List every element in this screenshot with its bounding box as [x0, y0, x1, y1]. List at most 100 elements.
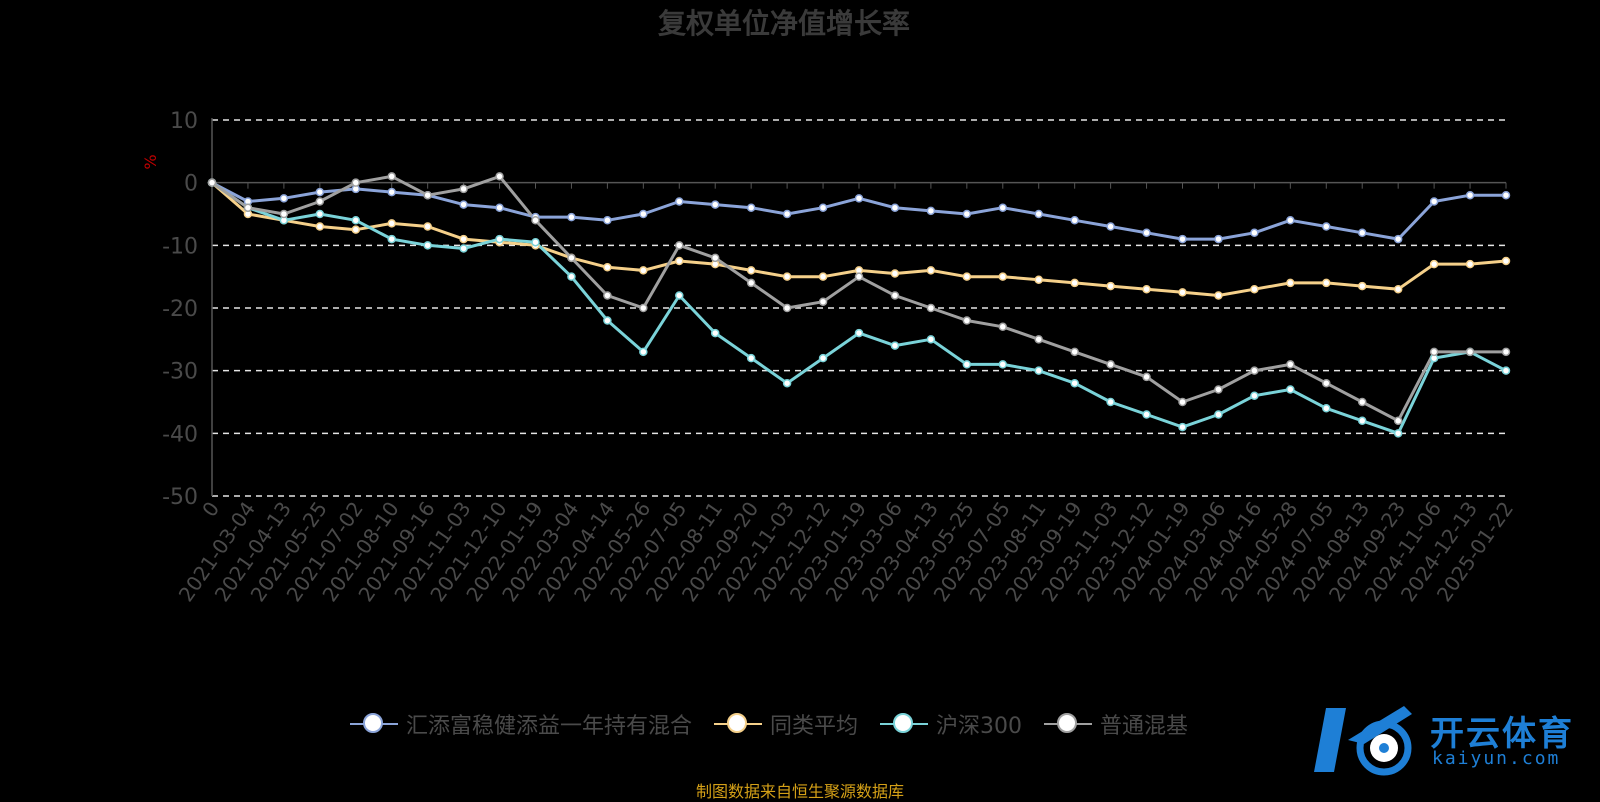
data-point	[459, 244, 468, 253]
legend-label: 普通混基	[1100, 714, 1189, 739]
data-point	[1034, 209, 1043, 219]
data-point	[746, 203, 756, 212]
grid-lines	[212, 119, 1506, 497]
y-tick-label: -50	[162, 485, 198, 510]
legend-item[interactable]: 普通混基	[1044, 708, 1188, 740]
data-point	[890, 341, 900, 350]
data-point	[746, 278, 756, 288]
data-point	[567, 253, 576, 263]
data-point	[1322, 404, 1331, 413]
legend-item[interactable]: 同类平均	[714, 708, 858, 740]
y-tick-label: 0	[184, 172, 198, 197]
data-point	[1501, 366, 1511, 375]
legend-label: 汇添富稳健添益一年持有混合	[406, 714, 693, 739]
data-point	[1070, 378, 1079, 388]
data-point	[710, 200, 720, 209]
data-point	[962, 209, 972, 219]
data-point	[962, 272, 972, 281]
data-point	[387, 219, 396, 228]
data-point	[1142, 410, 1151, 419]
data-point	[495, 234, 504, 244]
data-point	[603, 291, 612, 300]
y-axis-ticks: 10 0 -10 -20 -30 -40 -50	[162, 109, 198, 510]
data-point	[351, 178, 361, 187]
data-point	[710, 253, 720, 263]
data-point	[567, 212, 576, 222]
data-point	[1250, 366, 1259, 375]
data-point	[423, 222, 432, 231]
data-point	[1357, 416, 1367, 426]
data-point	[1250, 284, 1259, 294]
data-point	[567, 272, 576, 281]
legend-marker	[727, 713, 748, 733]
data-point	[315, 209, 325, 219]
data-point	[1465, 347, 1475, 357]
data-point	[1429, 347, 1439, 357]
data-point	[1357, 281, 1367, 291]
data-point	[459, 234, 468, 244]
data-point	[926, 303, 936, 313]
data-point	[1322, 378, 1331, 388]
data-point	[1501, 256, 1511, 266]
legend-label: 同类平均	[770, 714, 859, 739]
data-point	[1393, 234, 1403, 244]
source-note: 制图数据来自恒生聚源数据库	[695, 782, 904, 801]
data-point	[1501, 347, 1511, 357]
data-point	[459, 200, 468, 209]
legend-marker	[893, 713, 914, 733]
data-point	[1429, 197, 1439, 206]
data-point	[1034, 275, 1043, 285]
data-point	[890, 269, 900, 278]
legend-swatch	[1044, 712, 1093, 736]
data-point	[782, 209, 792, 219]
data-point	[459, 184, 468, 194]
data-point	[1322, 278, 1331, 288]
chart-title: 复权单位净值增长率	[658, 7, 910, 40]
x-tick-label: 0	[197, 497, 224, 521]
data-point	[351, 216, 361, 225]
data-point	[639, 347, 648, 357]
data-point	[782, 272, 792, 281]
data-point	[675, 241, 684, 250]
data-point	[315, 222, 325, 231]
data-point	[1465, 259, 1475, 269]
series-lines	[211, 174, 1507, 435]
data-point	[1393, 284, 1403, 294]
legend-item[interactable]: 汇添富稳健添益一年持有混合	[350, 708, 692, 740]
data-point	[639, 209, 648, 219]
legend-item[interactable]: 沪深300	[880, 708, 1022, 740]
data-point	[387, 187, 396, 197]
data-point	[854, 272, 864, 281]
data-point	[1393, 429, 1403, 438]
logo-domain: kaiyun.com	[1432, 748, 1561, 769]
data-point	[1286, 278, 1295, 288]
data-point	[962, 360, 972, 369]
data-point	[1106, 397, 1115, 407]
y-tick-label: 10	[170, 109, 198, 134]
data-point	[1214, 410, 1223, 419]
data-point	[495, 172, 504, 181]
data-point	[710, 328, 720, 338]
data-point	[1250, 228, 1259, 238]
data-point	[854, 194, 864, 203]
legend-marker	[363, 713, 383, 733]
data-point	[423, 190, 432, 200]
data-point	[998, 322, 1008, 332]
data-point	[1286, 360, 1295, 369]
data-point	[926, 206, 936, 216]
data-point	[279, 209, 289, 219]
data-point	[926, 266, 936, 275]
data-point	[1214, 385, 1223, 394]
data-point	[1465, 190, 1475, 200]
data-point	[746, 353, 756, 363]
data-point	[423, 241, 432, 250]
legend-marker	[1057, 713, 1078, 733]
data-point	[531, 216, 540, 225]
data-point	[854, 328, 864, 338]
logo-text: 开云体育	[1430, 714, 1574, 754]
data-point	[890, 291, 900, 300]
data-point	[1070, 216, 1079, 225]
data-point	[603, 216, 612, 225]
data-point	[1178, 422, 1187, 432]
